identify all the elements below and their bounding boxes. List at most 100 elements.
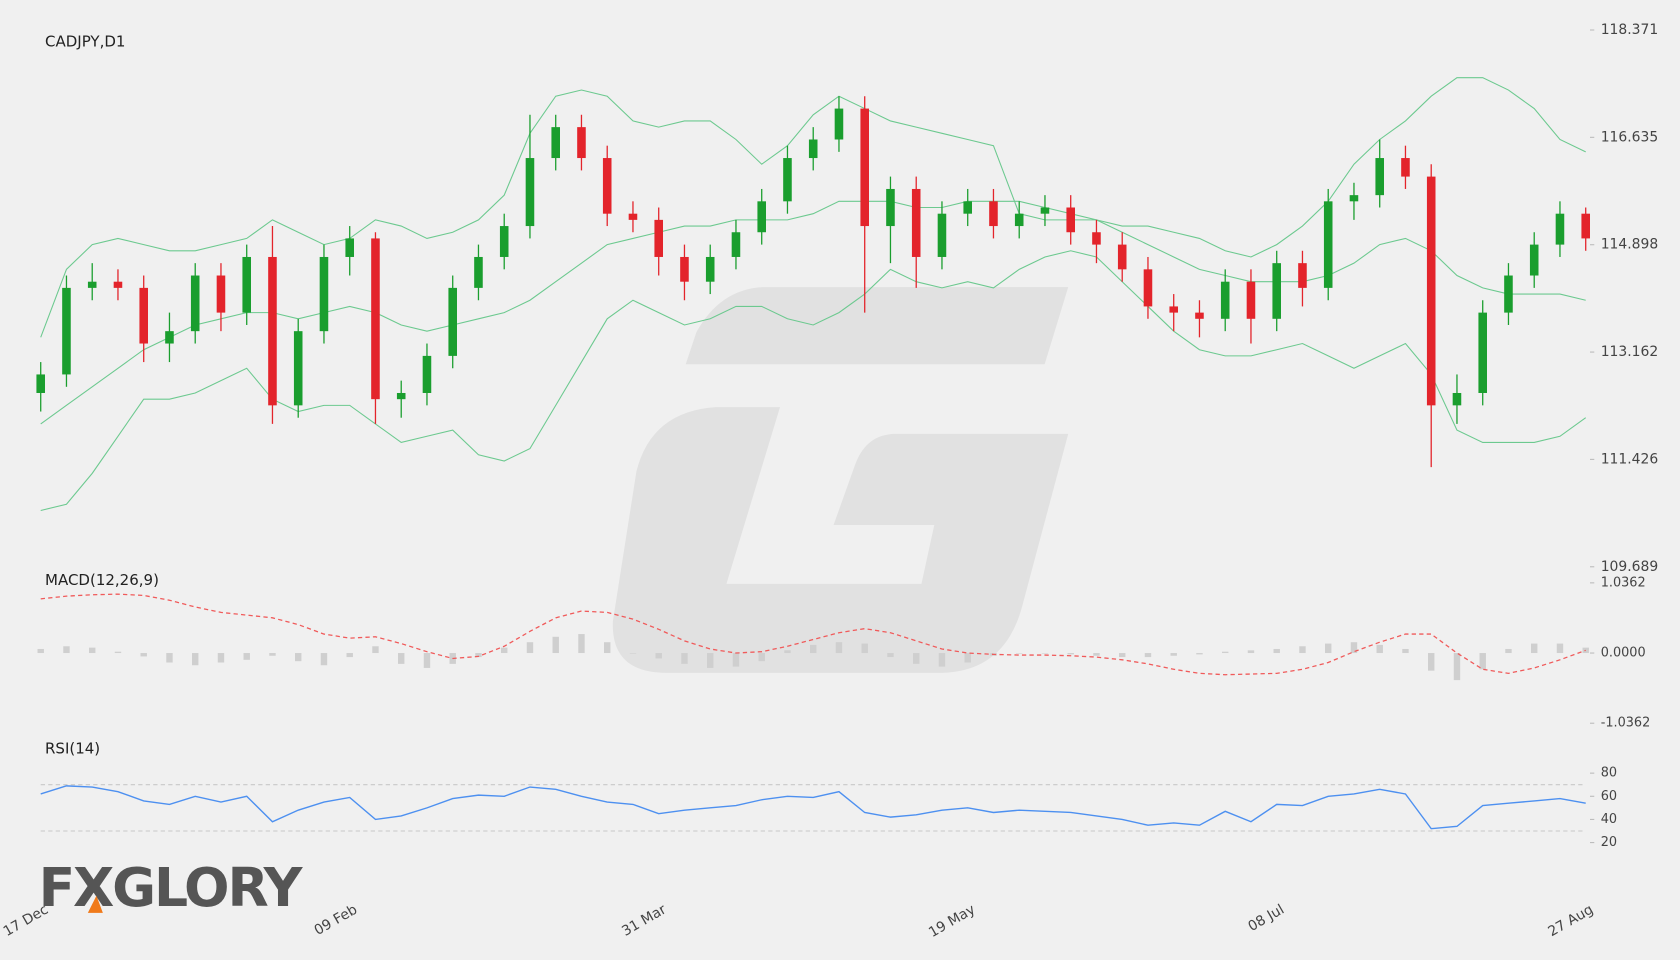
macd-histogram-bar [1170, 653, 1177, 656]
macd-histogram-bar [1531, 643, 1538, 654]
macd-histogram-bar [1350, 642, 1358, 654]
macd-histogram-bar [423, 653, 431, 668]
watermark [612, 287, 1069, 673]
macd-histogram-bar [1144, 653, 1152, 658]
candle-body [1323, 201, 1333, 288]
candle-body [165, 331, 174, 344]
logo: FXGLORY [39, 856, 306, 919]
y-tick-label: 40 [1601, 812, 1617, 827]
y-tick-label: 113.162 [1601, 344, 1659, 360]
macd-histogram-bar [629, 653, 637, 654]
candle-body [422, 355, 432, 393]
macd-histogram-bar [732, 653, 740, 667]
y-tick-label: 60 [1601, 789, 1617, 804]
candle-body [911, 188, 921, 257]
candle-body [1298, 263, 1307, 288]
candle-body [731, 232, 741, 257]
macd-histogram-bar [398, 653, 405, 664]
macd-histogram-bar [810, 644, 817, 654]
y-tick-label: 0.0000 [1601, 646, 1646, 661]
candle-body [834, 108, 844, 140]
candle-body [87, 281, 97, 288]
macd-histogram-bar [1247, 650, 1255, 654]
y-tick-label: 1.0362 [1601, 575, 1646, 590]
candle-body [1117, 244, 1127, 270]
candle-body [242, 256, 251, 313]
candle-body [1349, 195, 1359, 202]
panel-title: CADJPY,D1 [45, 32, 125, 50]
y-tick-label: 109.689 [1601, 559, 1659, 575]
macd-histogram-bar [861, 643, 868, 654]
macd-histogram-bar [140, 653, 147, 657]
macd-histogram-bar [475, 653, 482, 658]
y-tick-label: 118.371 [1601, 22, 1659, 38]
candle-body [1555, 213, 1565, 245]
rsi-line [40, 785, 1586, 830]
candle-body [808, 139, 818, 159]
candle-body [1169, 306, 1178, 313]
candle-body [602, 158, 612, 214]
candle-body [654, 219, 663, 257]
logo-accent [87, 895, 103, 913]
candle-body [577, 127, 586, 159]
candle-body [1478, 312, 1487, 393]
macd-histogram-bar [1325, 643, 1332, 654]
candle-body [1220, 281, 1230, 319]
y-tick-label: 116.635 [1601, 129, 1659, 145]
macd-histogram-bar [1016, 653, 1023, 654]
macd-histogram-bar [1041, 653, 1049, 654]
macd-histogram-bar [166, 653, 173, 663]
macd-histogram-bar [1093, 653, 1100, 656]
candle-body [989, 201, 998, 227]
macd-histogram-bar [784, 650, 791, 654]
candle-body [293, 331, 303, 406]
macd-histogram-bar [1505, 648, 1512, 654]
macd-histogram-bar [269, 653, 276, 656]
candle-body [371, 238, 380, 400]
macd-histogram-bar [526, 642, 534, 654]
macd-histogram-bar [1453, 653, 1461, 681]
macd-histogram-bar [1067, 653, 1074, 655]
candle-body [190, 275, 200, 332]
macd-histogram-bar [938, 653, 946, 667]
macd-histogram-bar [604, 642, 611, 654]
macd-histogram-bar [1273, 648, 1280, 654]
macd-histogram-bar [1556, 643, 1564, 654]
macd-histogram-bar [681, 653, 688, 664]
candle-body [1401, 158, 1410, 177]
macd-histogram-bar [114, 651, 122, 654]
candle-body [1426, 176, 1436, 406]
candle-body [1581, 213, 1590, 239]
macd-histogram-bar [372, 646, 379, 654]
macd-histogram-bar [243, 653, 250, 660]
macd-histogram-bar [578, 634, 585, 654]
candle-body [113, 281, 123, 288]
y-tick-label: 114.898 [1601, 237, 1659, 253]
candle-body [1452, 392, 1462, 406]
macd-histogram-bar [758, 653, 765, 662]
macd-histogram-bar [192, 653, 199, 666]
candle-body [1066, 207, 1075, 233]
candle-body [525, 158, 535, 227]
candle-body [680, 256, 689, 282]
candle-body [757, 201, 766, 233]
candle-body [1014, 213, 1024, 227]
candle-body [1529, 244, 1539, 276]
candle-body [705, 256, 715, 282]
candle-body [499, 226, 509, 257]
panel-title: MACD(12,26,9) [45, 571, 159, 589]
candle-body [551, 127, 560, 159]
candle-body [474, 256, 483, 288]
candle-body [628, 213, 638, 220]
macd-histogram-bar [1479, 653, 1486, 670]
candle-body [139, 287, 148, 344]
candle-body [1246, 281, 1256, 319]
candle-body [937, 213, 947, 257]
candle-body [345, 238, 354, 257]
candle-body [268, 256, 277, 406]
y-tick-label: 111.426 [1601, 451, 1659, 467]
macd-histogram-bar [1119, 653, 1126, 658]
